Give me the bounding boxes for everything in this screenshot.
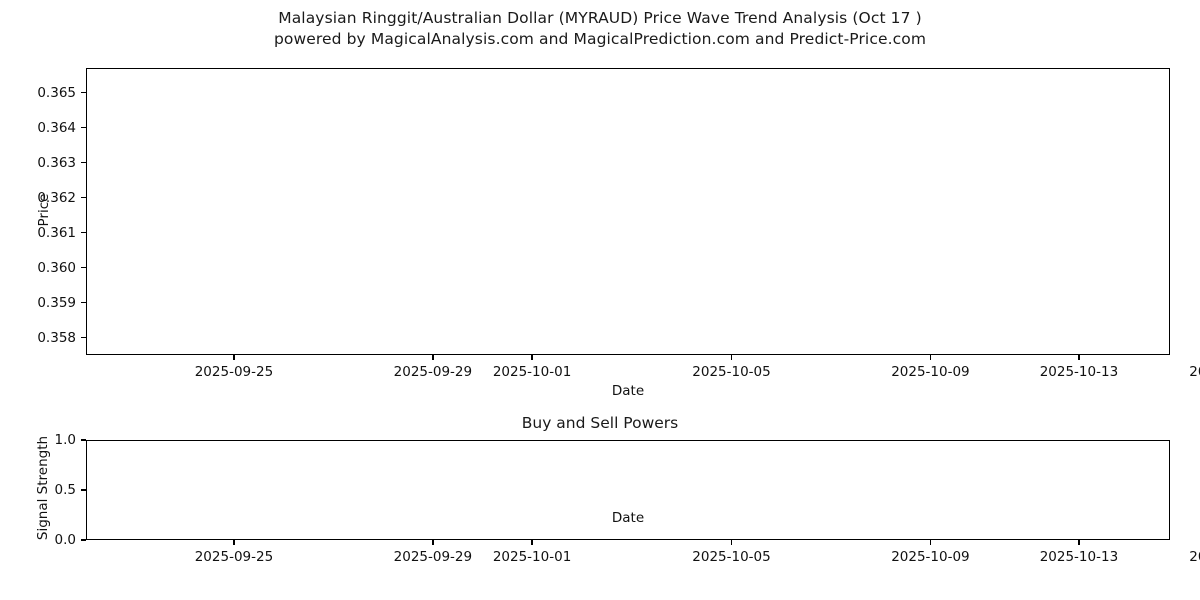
price-xtick-mark bbox=[929, 355, 932, 360]
price-ytick-mark bbox=[81, 301, 86, 304]
price-yaxis-title: Price bbox=[36, 193, 52, 227]
price-xtick-mark bbox=[730, 355, 733, 360]
power-xtick-mark bbox=[730, 540, 733, 545]
price-xtick-label: 2025-09-29 bbox=[393, 364, 473, 380]
power-chart-title: Buy and Sell Powers bbox=[521, 414, 679, 432]
power-ytick-label: 0.0 bbox=[54, 532, 76, 548]
price-ytick-label: 0.361 bbox=[37, 224, 76, 241]
price-ytick-label: 0.362 bbox=[37, 189, 76, 206]
price-ytick-mark bbox=[81, 126, 86, 129]
price-xaxis-title: Date bbox=[611, 383, 645, 399]
price-ytick-mark bbox=[81, 161, 86, 164]
power-xtick-label: 2025-10-17 bbox=[1189, 549, 1200, 565]
price-ytick-label: 0.360 bbox=[37, 259, 76, 276]
power-xtick-label: 2025-10-13 bbox=[1039, 549, 1119, 565]
power-xtick-label: 2025-10-01 bbox=[492, 549, 572, 565]
price-ytick-mark bbox=[81, 231, 86, 234]
power-xaxis-title: Date bbox=[611, 510, 645, 526]
price-xtick-label: 2025-09-25 bbox=[194, 364, 274, 380]
power-xtick-label: 2025-09-25 bbox=[194, 549, 274, 565]
power-xtick-mark bbox=[432, 540, 434, 545]
power-xtick-label: 2025-10-05 bbox=[692, 549, 771, 565]
price-ytick-mark bbox=[81, 91, 86, 94]
power-axes-frame bbox=[86, 440, 1170, 540]
power-xtick-mark bbox=[233, 540, 235, 545]
power-ytick-mark bbox=[81, 439, 86, 441]
power-xtick-mark bbox=[1078, 540, 1080, 545]
power-xtick-label: 2025-09-29 bbox=[393, 549, 473, 565]
price-xtick-mark bbox=[1078, 355, 1080, 360]
power-ytick-label: 1.0 bbox=[54, 432, 76, 448]
price-ytick-label: 0.365 bbox=[37, 84, 76, 101]
power-ytick-mark bbox=[81, 489, 86, 491]
price-xtick-mark bbox=[531, 355, 533, 360]
power-xtick-mark bbox=[531, 540, 533, 545]
power-xtick-mark bbox=[929, 540, 932, 545]
price-xtick-label: 2025-10-05 bbox=[692, 364, 771, 380]
price-ytick-mark bbox=[81, 196, 86, 199]
page-subtitle: powered by MagicalAnalysis.com and Magic… bbox=[273, 30, 927, 48]
price-ytick-mark bbox=[81, 336, 86, 339]
power-xtick-label: 2025-10-09 bbox=[891, 549, 970, 565]
power-ytick-mark bbox=[81, 539, 86, 541]
price-xtick-mark bbox=[432, 355, 434, 360]
price-ytick-mark bbox=[81, 266, 86, 269]
price-ytick-label: 0.358 bbox=[37, 329, 76, 346]
price-ytick-label: 0.364 bbox=[37, 119, 76, 136]
power-ytick-label: 0.5 bbox=[54, 482, 76, 498]
price-axes-frame bbox=[86, 68, 1170, 355]
price-xtick-label: 2025-10-01 bbox=[492, 364, 572, 380]
price-xtick-mark bbox=[233, 355, 235, 360]
power-chart-panel: Buy and Sell Powers MagicalAnalysis.com … bbox=[35, 414, 1200, 565]
price-ytick-label: 0.363 bbox=[37, 154, 76, 171]
price-xtick-label: 2025-10-13 bbox=[1039, 364, 1119, 380]
chart-title-block: Malaysian Ringgit/Australian Dollar (MYR… bbox=[0, 8, 1200, 50]
page-title: Malaysian Ringgit/Australian Dollar (MYR… bbox=[278, 9, 922, 27]
price-xtick-label: 2025-10-09 bbox=[891, 364, 970, 380]
power-yaxis-title: Signal Strength bbox=[35, 435, 51, 541]
price-ytick-label: 0.359 bbox=[37, 294, 76, 311]
price-xtick-label: 2025-10-17 bbox=[1189, 364, 1200, 380]
price-chart-panel: MagicalAnalysis.com MagicalPrediction.co… bbox=[36, 68, 1200, 399]
